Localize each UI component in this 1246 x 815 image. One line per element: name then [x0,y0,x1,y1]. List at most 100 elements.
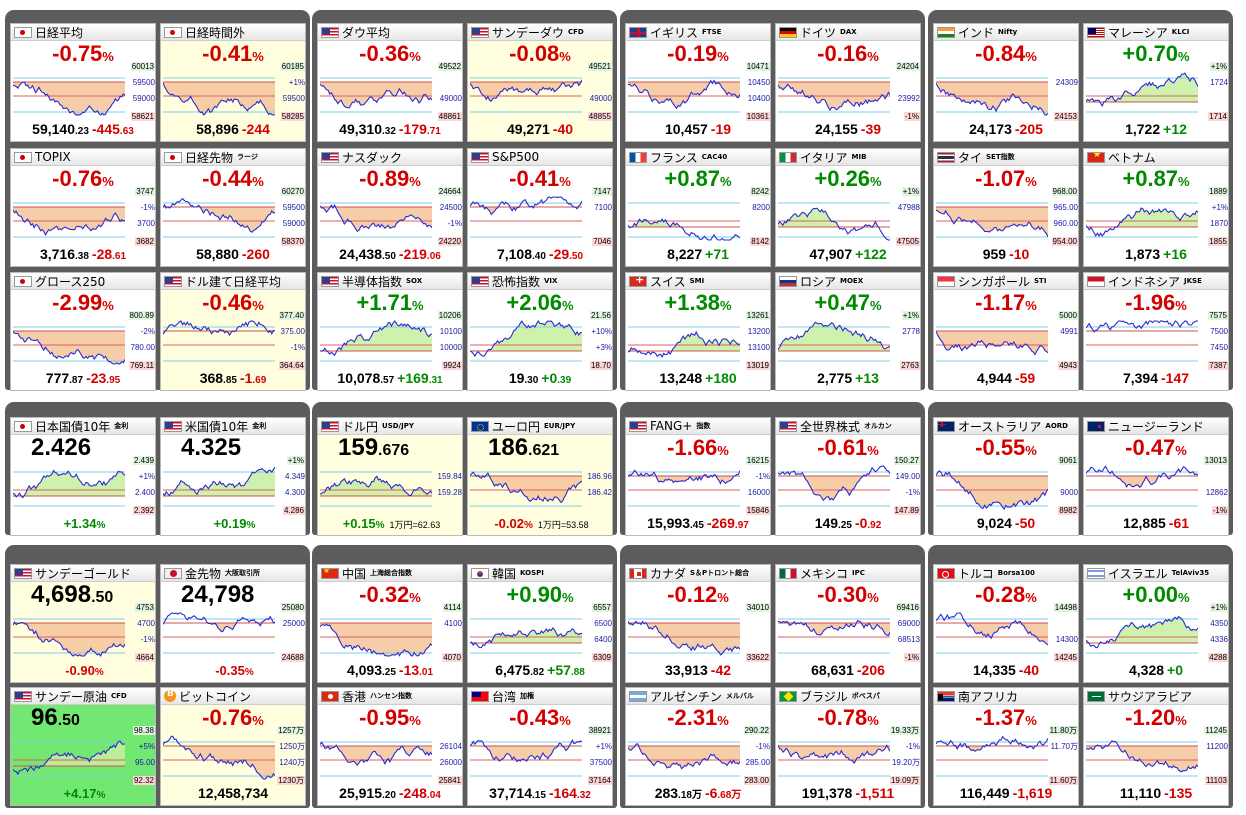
market-card[interactable]: 日経先物 ラージ -0.44% 60270 59500 59000 58370 58,880-… [160,148,306,267]
card-header[interactable]: 全世界株式 オルカン [776,418,920,435]
market-card[interactable]: ドル円 USD/JPY 159.676 159.84 159.28 +0.15% 1万円=6… [317,417,463,536]
card-header[interactable]: サウジアラビア [1084,688,1228,705]
card-header[interactable]: ドル円 USD/JPY [318,418,462,435]
card-header[interactable]: サンデーダウ CFD [468,24,612,41]
card-header[interactable]: トルコ Borsa100 [934,565,1078,582]
card-header[interactable]: グロース250 [11,273,155,290]
market-card[interactable]: 台湾 加権 -0.43% 38921 +1% 37500 37164 37,714.15 -16… [467,687,613,806]
market-card[interactable]: 米国債10年 金利 4.325 +1% 4.349 4.300 4.286 +0.19% [160,417,306,536]
card-header[interactable]: ドイツ DAX [776,24,920,41]
card-header[interactable]: オーストラリア AORD [934,418,1078,435]
market-card[interactable]: グロース250 -2.99% 800.89 -2% 780.00 769.11 777.87… [10,272,156,391]
card-header[interactable]: 日経先物 ラージ [161,149,305,166]
card-header[interactable]: サンデーゴールド [11,565,155,582]
card-header[interactable]: イタリア MIB [776,149,920,166]
card-header[interactable]: ユーロ円 EUR/JPY [468,418,612,435]
market-card[interactable]: ロシア MOEX +0.47% +1% 2778 2763 2,775 +13 [775,272,921,391]
market-card[interactable]: マレーシア KLCI +0.70% +1% 1724 1714 1,722 +12 [1083,23,1229,142]
market-card[interactable]: 恐怖指数 VIX +2.06% 21.56 +10% +3% 18.70 19.30 +0.39 [467,272,613,391]
market-card[interactable]: シンガポール STI -1.17% 5000 4991 4943 4,944 -59 [933,272,1079,391]
card-header[interactable]: ナスダック [318,149,462,166]
market-card[interactable]: トルコ Borsa100 -0.28% 14498 14300 14245 14,335 -4… [933,564,1079,683]
card-header[interactable]: タイ SET指数 [934,149,1078,166]
price-int: 8,227 [667,246,703,262]
market-card[interactable]: サウジアラビア -1.20% 11245 11200 11103 11,110 -135 [1083,687,1229,806]
card-header[interactable]: サンデー原油 CFD [11,688,155,705]
card-header[interactable]: ベトナム [1084,149,1228,166]
us-flag-icon [471,275,489,287]
market-card[interactable]: スイスSMI+1.38%1326113200131001301913,248+1… [625,272,771,391]
market-card[interactable]: TOPIX -0.76% 3747 -1% 3700 3682 3,716.38 -28.61 [10,148,156,267]
card-header[interactable]: カナダ S＆Pトロント総合 [626,565,770,582]
card-header[interactable]: ビットコイン [161,688,305,705]
card-header[interactable]: イギリス FTSE [626,24,770,41]
card-header[interactable]: 日本国債10年 金利 [11,418,155,435]
card-header[interactable]: メキシコ IPC [776,565,920,582]
market-card[interactable]: イギリス FTSE -0.19% 10471 10450 10400 10361 10,457… [625,23,771,142]
card-header[interactable]: 米国債10年 金利 [161,418,305,435]
market-card[interactable]: インド Nifty -0.84% 24309 24153 24,173 -205 [933,23,1079,142]
market-card[interactable]: ドル建て日経平均 -0.46% 377.40 375.00 -1% 364.64 368.8… [160,272,306,391]
market-card[interactable]: 韓国 KOSPI +0.90% 6557 6500 6400 6309 6,475.82 +57… [467,564,613,683]
market-card[interactable]: ダウ平均 -0.36% 49522 49000 48861 49,310.32 -179.7… [317,23,463,142]
market-card[interactable]: 金先物 大阪取引所 24,798 25080 25000 24688 -0.35% [160,564,306,683]
card-header[interactable]: 香港 ハンセン指数 [318,688,462,705]
card-header[interactable]: アルゼンチン メルバル [626,688,770,705]
market-card[interactable]: アルゼンチン メルバル -2.31% 290.22 -1% 285.00 283.00 283… [625,687,771,806]
card-header[interactable]: FANG+ 指数 [626,418,770,435]
change-int: -164 [548,785,577,801]
card-header[interactable]: 韓国 KOSPI [468,565,612,582]
market-card[interactable]: オーストラリア AORD -0.55% 9061 9000 8982 9,024 -50 [933,417,1079,536]
market-card[interactable]: サンデーゴールド 4,698.50 4753 4700 -1% 4664 -0.90% [10,564,156,683]
card-header[interactable]: ブラジル ボベスパ [776,688,920,705]
market-card[interactable]: インドネシア JKSE -1.96% 7575 7500 7450 7387 7,394 -14… [1083,272,1229,391]
market-card[interactable]: フランス CAC40 +0.87% 8242 8200 8142 8,227 +71 [625,148,771,267]
card-header[interactable]: 日経平均 [11,24,155,41]
card-header[interactable]: 日経時間外 [161,24,305,41]
market-card[interactable]: サンデーダウ CFD -0.08% 49521 49000 48855 49,271 -40 [467,23,613,142]
card-header[interactable]: 金先物 大阪取引所 [161,565,305,582]
market-card[interactable]: 日経平均 -0.75% 60013 59500 59000 58621 59,140.23-… [10,23,156,142]
card-header[interactable]: イスラエル TelAviv35 [1084,565,1228,582]
card-header[interactable]: 台湾 加権 [468,688,612,705]
market-card[interactable]: イタリア MIB +0.26% +1% 47988 47505 47,907 +122 [775,148,921,267]
card-header[interactable]: 半導体指数 SOX [318,273,462,290]
market-card[interactable]: サンデー原油 CFD 96.50 98.38 +5% 95.00 92.32 +4.17% [10,687,156,806]
market-card[interactable]: ユーロ円 EUR/JPY 186.621 186.96 186.42 -0.02% 1万円=… [467,417,613,536]
market-card[interactable]: ビットコイン-0.76%1257万1250万1240万1230万12,458,7… [160,687,306,806]
change-percent: -0.95% [318,706,462,733]
card-header[interactable]: ロシア MOEX [776,273,920,290]
market-card[interactable]: 日本国債10年 金利 2.426 2.439 +1% 2.400 2.392 +1.34% [10,417,156,536]
market-card[interactable]: FANG+ 指数 -1.66% 16215 -1% 16000 15846 15,993.45… [625,417,771,536]
market-card[interactable]: 半導体指数 SOX +1.71% 10206 10100 10000 9924 10,078.… [317,272,463,391]
market-card[interactable]: 日経時間外 -0.41% 60185 +1% 59500 58285 58,896 -244 [160,23,306,142]
card-header[interactable]: インド Nifty [934,24,1078,41]
market-card[interactable]: カナダ S＆Pトロント総合 -0.12% 34010 33622 33,913 -42 [625,564,771,683]
card-header[interactable]: 恐怖指数 VIX [468,273,612,290]
card-header[interactable]: S&P500 [468,149,612,166]
market-card[interactable]: メキシコ IPC -0.30% 69416 69000 68513 -1% 68,631 -20… [775,564,921,683]
card-header[interactable]: フランス CAC40 [626,149,770,166]
card-header[interactable]: シンガポール STI [934,273,1078,290]
card-header[interactable]: インドネシア JKSE [1084,273,1228,290]
market-card[interactable]: S&P500 -0.41% 7147 7100 7046 7,108.40 -29.50 [467,148,613,267]
market-card[interactable]: イスラエル TelAviv35 +0.00% +1% 4350 4336 4288 4,328… [1083,564,1229,683]
card-header[interactable]: ダウ平均 [318,24,462,41]
card-header[interactable]: ドル建て日経平均 [161,273,305,290]
market-card[interactable]: ナスダック -0.89% 24664 24500 -1% 24220 24,438.50 -2… [317,148,463,267]
card-header[interactable]: TOPIX [11,149,155,166]
market-card[interactable]: ニュージーランド -0.47% 13013 12862 -1% 12,885 -61 [1083,417,1229,536]
card-header[interactable]: 南アフリカ [934,688,1078,705]
card-header[interactable]: ニュージーランド [1084,418,1228,435]
market-card[interactable]: 香港 ハンセン指数 -0.95% 26104 26000 25841 25,915.20 -2… [317,687,463,806]
market-card[interactable]: タイ SET指数 -1.07% 968.00 965.00 960.00 954.00 959… [933,148,1079,267]
card-header[interactable]: マレーシア KLCI [1084,24,1228,41]
market-card[interactable]: ブラジル ボベスパ -0.78% 19.33万 -1% 19.20万 19.09万 191,3… [775,687,921,806]
market-card[interactable]: ドイツ DAX -0.16% 24204 23992 -1% 24,155 -39 [775,23,921,142]
market-card[interactable]: 南アフリカ -1.37% 11.80万 11.70万 11.60万 116,449 -1,6… [933,687,1079,806]
market-card[interactable]: 全世界株式 オルカン -0.61% 150.27 149.00 -1% 147.89 149.… [775,417,921,536]
